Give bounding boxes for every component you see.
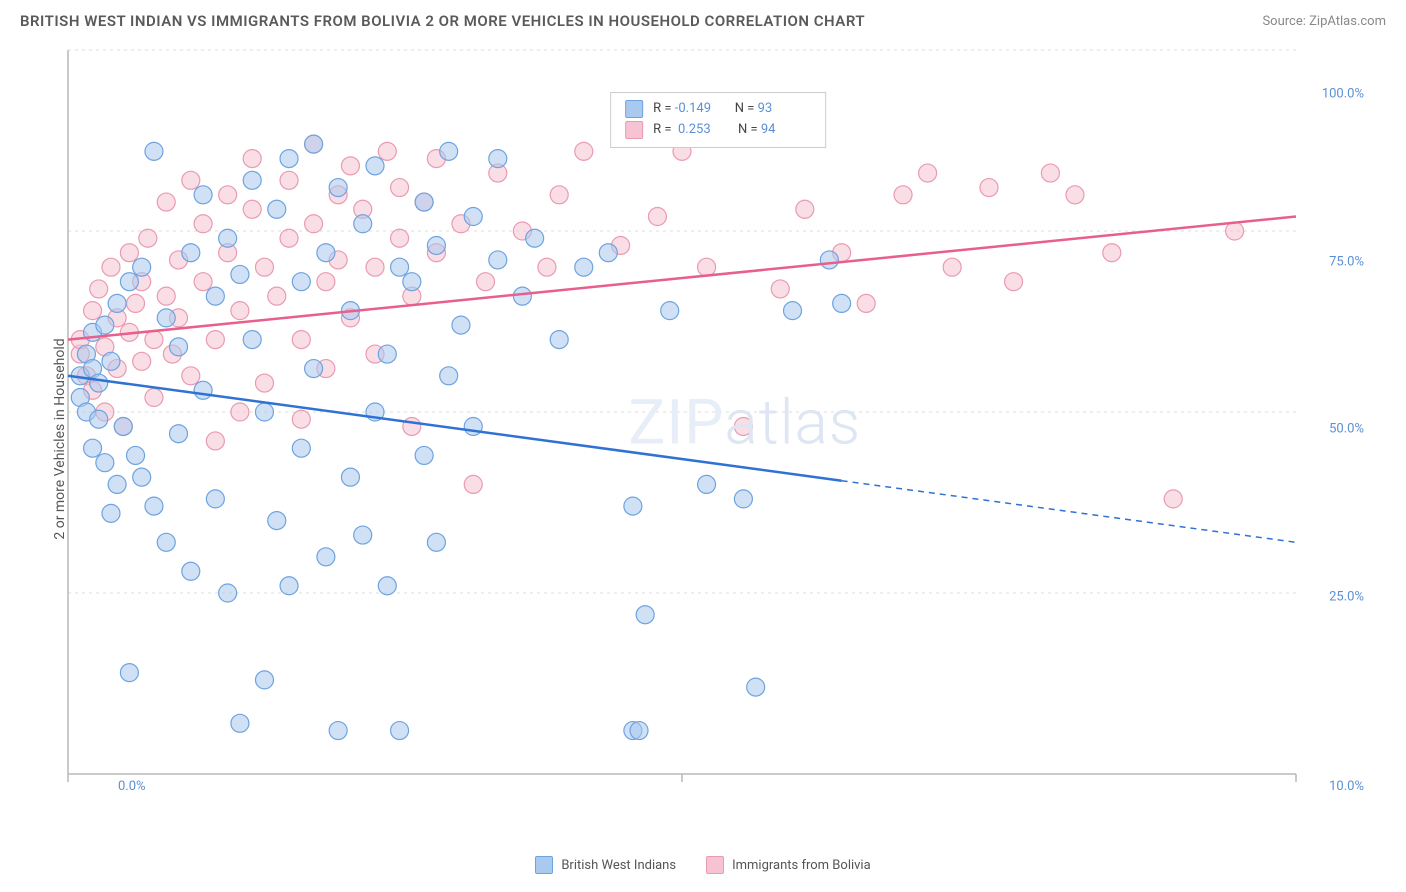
chart-title: BRITISH WEST INDIAN VS IMMIGRANTS FROM B… bbox=[20, 12, 865, 30]
stats-legend: R = -0.149 N = 93 R = 0.253 N = 94 bbox=[610, 92, 826, 148]
chart-area: 2 or more Vehicles in Household ZIPatlas… bbox=[50, 44, 1386, 834]
y-axis-label: 2 or more Vehicles in Household bbox=[52, 338, 68, 539]
legend-item: Immigrants from Bolivia bbox=[706, 856, 871, 874]
x-axis-labels: 0.0% 10.0% bbox=[118, 779, 1364, 794]
legend-swatch bbox=[706, 856, 724, 874]
legend-swatch bbox=[625, 121, 643, 139]
bottom-legend: British West Indians Immigrants from Bol… bbox=[0, 856, 1406, 874]
legend-item: British West Indians bbox=[535, 856, 676, 874]
scatter-chart bbox=[50, 44, 1386, 834]
source-label: Source: ZipAtlas.com bbox=[1262, 14, 1386, 29]
legend-swatch bbox=[625, 100, 643, 118]
legend-swatch bbox=[535, 856, 553, 874]
stats-row: R = 0.253 N = 94 bbox=[625, 120, 811, 141]
stats-row: R = -0.149 N = 93 bbox=[625, 99, 811, 120]
